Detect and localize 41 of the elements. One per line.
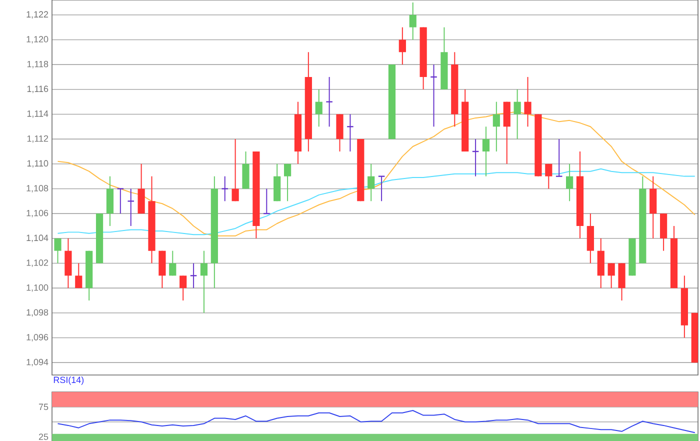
- candlestick: [608, 262, 615, 289]
- y-tick-label: 1,108: [26, 185, 48, 192]
- candlestick: [482, 126, 490, 177]
- candlestick: [566, 163, 574, 202]
- candlestick: [326, 76, 334, 128]
- candlestick: [514, 88, 521, 140]
- candlestick: [492, 101, 500, 152]
- y-tick-label: 1,104: [26, 234, 48, 242]
- y-tick-label: 1,110: [27, 160, 48, 168]
- y-tick-label: 1,096: [26, 334, 48, 342]
- candlestick: [180, 275, 187, 301]
- candlestick: [169, 250, 176, 276]
- candlestick: [54, 238, 62, 264]
- y-tick-label: 1,102: [26, 260, 48, 267]
- candlestick: [315, 88, 322, 128]
- candlestick: [284, 163, 292, 202]
- candlestick: [368, 163, 375, 202]
- y-tick-label: 1,122: [26, 11, 48, 19]
- candlestick: [398, 26, 406, 66]
- candlestick: [200, 250, 208, 314]
- candlestick: [545, 163, 552, 190]
- y-tick-label: 1,098: [26, 309, 48, 317]
- y-tick-label: 25: [38, 434, 48, 440]
- candlestick: [232, 138, 239, 202]
- candlestick: [378, 176, 386, 202]
- y-tick-label: 1,120: [26, 36, 48, 44]
- candlestick: [221, 176, 229, 202]
- candlestick: [116, 188, 124, 214]
- y-tick-label: 1,100: [26, 284, 48, 292]
- candlestick: [555, 138, 563, 177]
- y-tick-label: 1,112: [27, 135, 48, 143]
- y-tick-label: 1,094: [26, 358, 48, 366]
- chart-title: RSI(14): [54, 376, 84, 385]
- y-tick-label: 1,106: [26, 210, 48, 218]
- y-tick-label: 75: [38, 404, 48, 410]
- y-tick-label: 1,118: [27, 60, 48, 68]
- candlestick: [75, 262, 82, 289]
- candlestick: [409, 2, 416, 40]
- y-tick-label: 1,114: [27, 110, 48, 118]
- y-tick-label: 1,116: [27, 86, 48, 94]
- candlestick: [524, 76, 532, 128]
